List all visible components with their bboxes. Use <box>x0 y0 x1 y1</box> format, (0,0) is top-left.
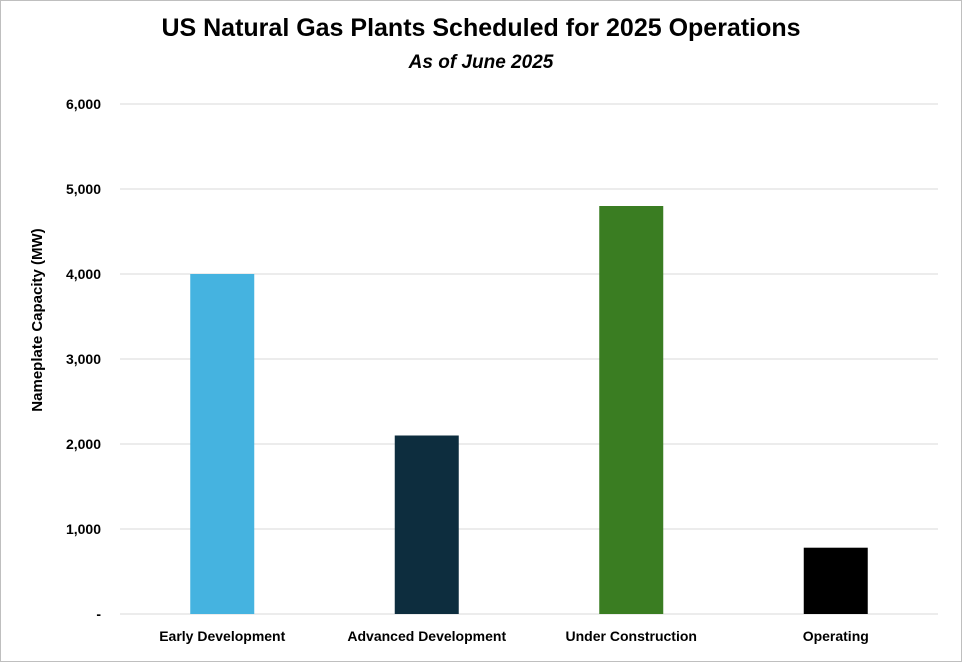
x-tick-label: Early Development <box>159 628 285 644</box>
gridlines <box>120 103 938 615</box>
y-tick-label: 4,000 <box>66 266 101 282</box>
y-axis-ticks: - 1,000 2,000 3,000 4,000 5,000 6,000 <box>66 96 101 622</box>
y-tick-label: 6,000 <box>66 96 101 112</box>
y-tick-label: 2,000 <box>66 436 101 452</box>
x-axis-ticks: Early Development Advanced Development Und… <box>159 628 869 644</box>
y-tick-label: - <box>96 606 101 622</box>
bar-early-development <box>190 274 255 614</box>
chart-subtitle: As of June 2025 <box>408 52 554 73</box>
bar-operating <box>803 547 868 614</box>
y-axis-label: Nameplate Capacity (MW) <box>29 228 46 411</box>
y-tick-label: 1,000 <box>66 521 101 537</box>
bar-under-construction <box>599 206 664 614</box>
x-tick-label: Advanced Development <box>347 628 506 644</box>
y-tick-label: 3,000 <box>66 351 101 367</box>
bar-advanced-development <box>394 435 459 614</box>
chart-title: US Natural Gas Plants Scheduled for 2025… <box>161 14 801 42</box>
y-tick-label: 5,000 <box>66 181 101 197</box>
x-tick-label: Operating <box>803 628 869 644</box>
x-tick-label: Under Construction <box>566 628 697 644</box>
bars <box>190 206 868 614</box>
